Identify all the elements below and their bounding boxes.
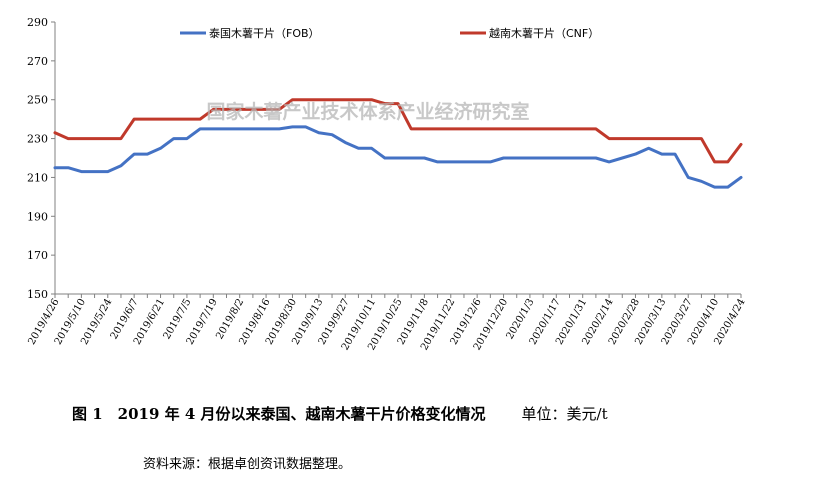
axis-ticks: 1501701902102302502702902019/4/262019/5/… (26, 16, 747, 352)
y-tick-label: 150 (27, 288, 48, 301)
legend-label-thai: 泰国木薯干片（FOB） (209, 26, 320, 40)
caption-unit: 单位：美元/t (521, 405, 608, 423)
y-tick-label: 210 (27, 171, 48, 184)
figure-caption: 图 1 2019 年 4 月份以来泰国、越南木薯干片价格变化情况 单位：美元/t (72, 403, 608, 424)
y-tick-label: 290 (27, 16, 48, 29)
y-tick-label: 230 (27, 133, 48, 146)
series-line-thai-fob (53, 125, 743, 189)
legend-label-vietnam: 越南木薯干片（CNF） (489, 26, 599, 40)
watermark-text: 国家木薯产业技术体系产业经济研究室 (206, 100, 529, 123)
legend: 泰国木薯干片（FOB） 越南木薯干片（CNF） (180, 26, 599, 40)
caption-title: 图 1 2019 年 4 月份以来泰国、越南木薯干片价格变化情况 (72, 405, 486, 423)
y-tick-label: 190 (27, 210, 48, 223)
price-line-chart: 国家木薯产业技术体系产业经济研究室 泰国木薯干片（FOB） 越南木薯干片（CNF… (26, 16, 747, 352)
data-source-note: 资料来源：根据卓创资讯数据整理。 (143, 457, 352, 472)
y-tick-label: 250 (27, 94, 48, 107)
series-group (53, 98, 743, 189)
y-tick-label: 270 (27, 55, 48, 68)
y-tick-label: 170 (27, 249, 48, 262)
